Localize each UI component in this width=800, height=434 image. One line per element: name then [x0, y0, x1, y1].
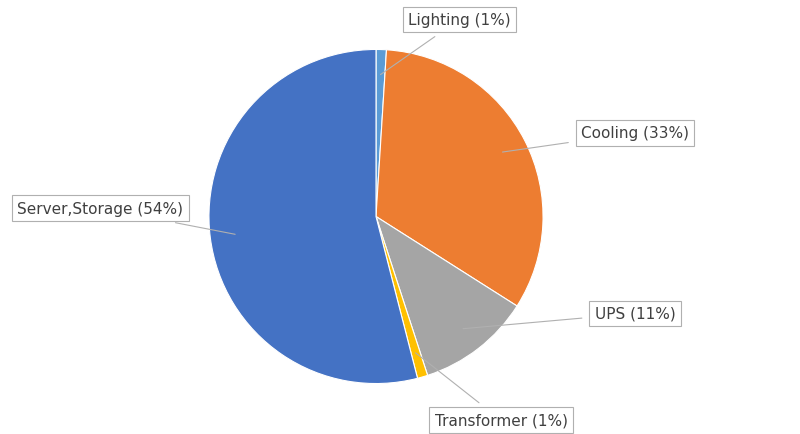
Text: Cooling (33%): Cooling (33%): [502, 126, 689, 153]
Text: UPS (11%): UPS (11%): [463, 306, 675, 329]
Wedge shape: [376, 51, 543, 306]
Wedge shape: [376, 217, 428, 378]
Wedge shape: [376, 217, 517, 375]
Wedge shape: [376, 50, 386, 217]
Text: Lighting (1%): Lighting (1%): [381, 13, 511, 76]
Wedge shape: [209, 50, 418, 384]
Text: Server,Storage (54%): Server,Storage (54%): [18, 201, 235, 235]
Text: Transformer (1%): Transformer (1%): [416, 353, 568, 428]
